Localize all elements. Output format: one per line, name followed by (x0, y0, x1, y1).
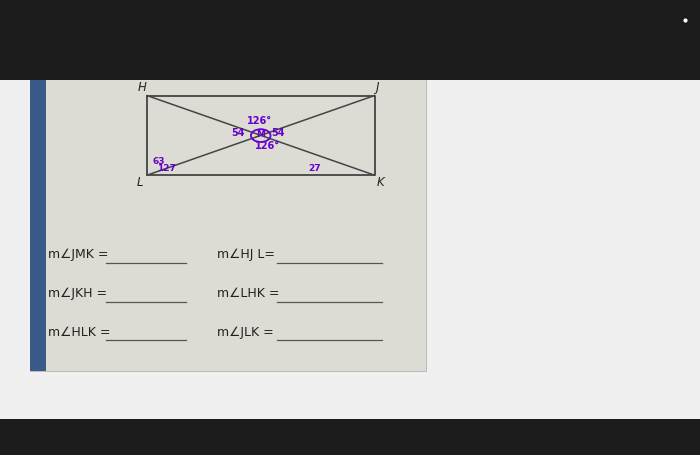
Text: L: L (136, 176, 144, 188)
Text: 126°: 126° (256, 141, 280, 151)
Text: m∠JLK =: m∠JLK = (217, 326, 274, 339)
Text: K: K (376, 176, 384, 188)
Text: m∠JMK =: m∠JMK = (48, 248, 108, 261)
Text: m∠LHK =: m∠LHK = (217, 287, 279, 300)
Text: m∠JKH =: m∠JKH = (48, 287, 106, 300)
Text: If each quadrilateral below is a rectangle, find the missing measures. m∠ HLK=__: If each quadrilateral below is a rectang… (42, 28, 594, 41)
Text: M: M (256, 130, 265, 139)
Bar (0, 419, 700, 455)
Text: m∠HLK =: m∠HLK = (48, 326, 110, 339)
Text: 126°: 126° (247, 116, 272, 126)
Text: J: J (377, 81, 379, 94)
Text: H: H (138, 81, 146, 94)
Bar (30, 25, 426, 371)
Text: m∠HJ L=: m∠HJ L= (217, 248, 275, 261)
Text: 27: 27 (309, 164, 321, 173)
Text: 127: 127 (158, 164, 176, 173)
Text: 54: 54 (272, 128, 285, 138)
Bar (30, 25, 46, 371)
Text: 54: 54 (231, 128, 244, 138)
Bar (0, 0, 700, 80)
Text: 63: 63 (153, 157, 165, 166)
